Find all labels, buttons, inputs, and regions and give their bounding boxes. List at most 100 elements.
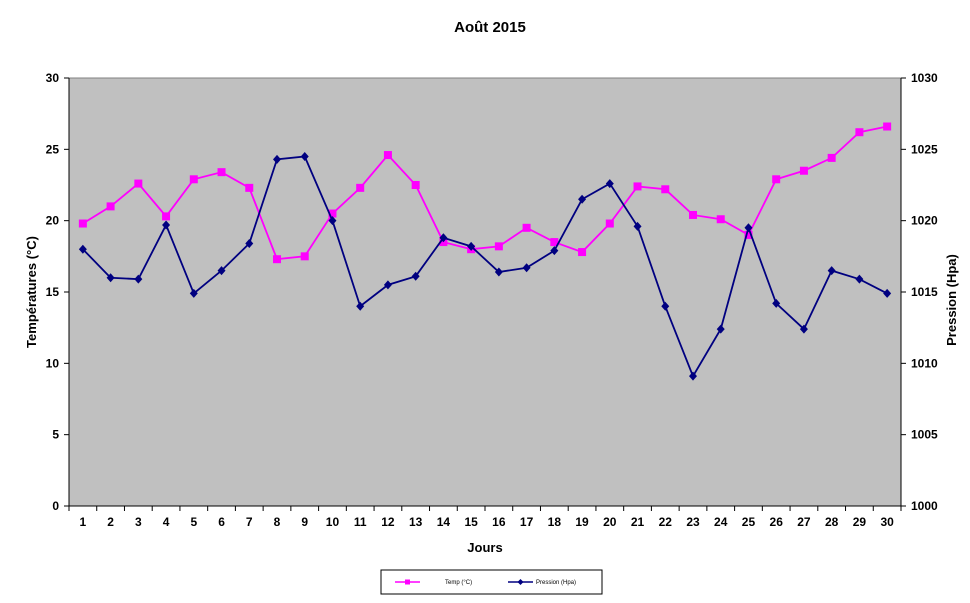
pressure-point <box>716 324 725 334</box>
temp-point <box>716 215 725 224</box>
y-left-tick-label: 25 <box>46 142 60 156</box>
temp-point <box>744 230 753 239</box>
legend-pressure-marker <box>517 579 524 585</box>
x-tick-label: 23 <box>686 515 700 529</box>
pressure-point <box>189 288 198 298</box>
x-tick-label: 1 <box>80 515 87 529</box>
temp-point <box>356 183 365 192</box>
pressure-point <box>827 266 836 276</box>
pressure-point <box>300 151 309 161</box>
x-tick-label: 26 <box>770 515 784 529</box>
pressure-point <box>106 273 115 283</box>
pressure-point <box>689 371 697 381</box>
pressure-point <box>799 324 808 334</box>
temp-point <box>827 153 836 162</box>
y-right-tick-label: 1030 <box>911 71 938 85</box>
x-tick-label: 22 <box>659 515 673 529</box>
x-tick-label: 28 <box>825 515 839 529</box>
pressure-point <box>411 271 420 281</box>
y-left-tick-label: 0 <box>52 499 59 513</box>
x-tick-label: 4 <box>163 515 170 529</box>
y-right-tick-label: 1000 <box>911 499 938 513</box>
pressure-point <box>494 267 503 277</box>
legend-temp-label: Temp (°C) <box>445 580 472 586</box>
pressure-point <box>467 241 476 251</box>
legend: Temp (°C) Pression (Hpa) <box>380 569 603 595</box>
y-left-tick-label: 15 <box>46 285 60 299</box>
temp-point <box>411 181 420 189</box>
pressure-point <box>772 298 781 308</box>
x-tick-label: 21 <box>631 515 645 529</box>
temp-point <box>78 219 87 228</box>
pressure-point <box>356 301 365 311</box>
temp-point <box>494 242 503 251</box>
y-left-tick-label: 30 <box>46 71 60 85</box>
y-right-tick-label: 1005 <box>911 428 938 442</box>
temp-point <box>855 128 864 137</box>
y-right-tick-label: 1010 <box>911 356 938 370</box>
x-tick-label: 20 <box>603 515 617 529</box>
pressure-point <box>633 221 642 231</box>
x-tick-label: 11 <box>354 515 367 529</box>
y-left-tick-label: 20 <box>46 214 60 228</box>
pressure-point <box>605 179 614 189</box>
pressure-point <box>661 301 670 311</box>
temp-point <box>772 175 781 184</box>
temp-point <box>300 252 309 261</box>
temp-point <box>328 209 337 218</box>
temp-point <box>106 202 115 211</box>
y-left-tick-label: 10 <box>46 356 60 370</box>
x-tick-label: 3 <box>135 515 142 529</box>
pressure-point <box>245 238 254 248</box>
temp-point <box>550 238 559 247</box>
x-tick-label: 10 <box>326 515 340 529</box>
pressure-point <box>578 194 587 204</box>
temp-point <box>273 255 281 264</box>
temp-point <box>799 166 808 175</box>
x-tick-label: 18 <box>548 515 562 529</box>
temp-point <box>578 248 587 257</box>
x-tick-label: 2 <box>107 515 114 529</box>
pressure-point <box>162 220 171 230</box>
pressure-point <box>78 244 87 254</box>
temp-point <box>189 175 198 184</box>
y-axis-left-label: Températures (°C) <box>24 236 39 348</box>
x-tick-label: 30 <box>880 515 894 529</box>
temp-point <box>162 212 171 221</box>
temp-point <box>522 223 531 232</box>
pressure-point <box>550 246 559 256</box>
temp-point <box>605 219 614 228</box>
x-tick-label: 19 <box>575 515 589 529</box>
x-tick-label: 8 <box>274 515 281 529</box>
y-right-tick-label: 1015 <box>911 285 938 299</box>
temp-point <box>689 210 697 219</box>
y-right-tick-label: 1025 <box>911 142 938 156</box>
pressure-point <box>855 274 864 284</box>
pressure-point <box>439 233 448 243</box>
series-line-1 <box>82 155 888 379</box>
temp-point <box>883 122 892 131</box>
legend-pressure-label: Pression (Hpa) <box>536 580 576 586</box>
temp-point <box>134 179 143 188</box>
x-tick-label: 25 <box>742 515 756 529</box>
x-tick-label: 5 <box>190 515 197 529</box>
x-tick-label: 16 <box>492 515 506 529</box>
pressure-point <box>383 280 392 290</box>
series-layer <box>78 122 892 381</box>
x-tick-label: 15 <box>464 515 478 529</box>
y-right-tick-label: 1020 <box>911 214 938 228</box>
chart-title: Août 2015 <box>454 19 526 36</box>
pressure-point <box>328 216 337 226</box>
x-axis-label: Jours <box>467 540 502 555</box>
y-left-tick-label: 5 <box>52 428 59 442</box>
pressure-point <box>134 274 143 284</box>
x-tick-label: 17 <box>520 515 534 529</box>
x-tick-label: 7 <box>246 515 253 529</box>
x-tick-label: 12 <box>381 515 395 529</box>
x-tick-label: 24 <box>714 515 728 529</box>
x-tick-label: 9 <box>301 515 308 529</box>
series-line-0 <box>82 125 888 261</box>
temp-point <box>217 168 226 177</box>
x-tick-label: 6 <box>218 515 225 529</box>
